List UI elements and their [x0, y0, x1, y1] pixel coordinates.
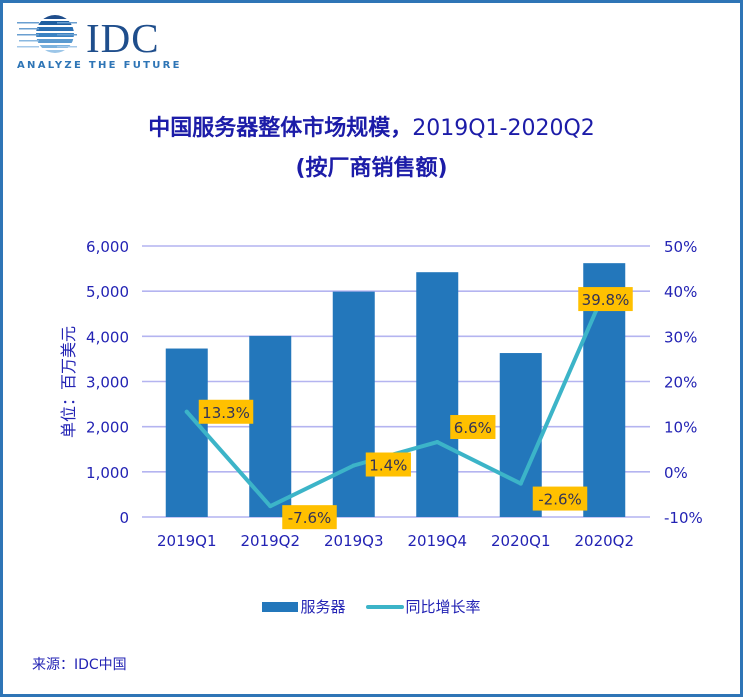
legend-line-swatch — [365, 604, 404, 609]
data-label: 39.8% — [582, 291, 630, 309]
data-label: 1.4% — [369, 457, 407, 475]
data-label: 6.6% — [454, 419, 492, 437]
y2-tick-label: -10% — [664, 509, 703, 527]
growth-point-2019Q3[interactable] — [351, 463, 356, 468]
chart-subtitle: (按厂商销售额) — [295, 156, 448, 181]
x-tick-label: 2019Q2 — [240, 532, 300, 550]
growth-point-2019Q2[interactable] — [268, 504, 273, 509]
data-label-bg — [282, 505, 337, 530]
data-label-bg — [578, 287, 633, 312]
idc-globe-icon — [17, 15, 77, 53]
data-label-bg — [365, 452, 411, 477]
y2-tick-label: 50% — [664, 238, 697, 256]
legend-item-servers[interactable]: 服务器 — [262, 596, 346, 617]
legend-bar-swatch — [262, 601, 299, 612]
legend-label-growth: 同比增长率 — [405, 598, 481, 616]
chart-title-cn: 中国服务器整体市场规模， — [148, 116, 413, 141]
y2-tick-label: 10% — [664, 419, 697, 437]
x-tick-label: 2020Q1 — [491, 532, 551, 550]
y-tick-label: 3,000 — [86, 374, 129, 392]
y2-tick-label: 40% — [664, 283, 697, 301]
left-axis-ticks: 0 1,000 2,000 3,000 4,000 5,000 6,000 — [86, 238, 129, 527]
legend-item-growth[interactable]: 同比增长率 — [365, 596, 481, 617]
y-tick-label: 2,000 — [86, 419, 129, 437]
y-tick-label: 4,000 — [86, 328, 129, 346]
data-label: -7.6% — [288, 509, 332, 527]
bar-2019Q4[interactable] — [416, 272, 459, 517]
data-labels: 13.3% -7.6% 1.4% 6.6% -2.6% 39.8% — [198, 287, 633, 530]
idc-logo-text: IDC — [86, 15, 160, 61]
legend: 服务器 同比增长率 — [0, 596, 743, 617]
x-axis-ticks: 2019Q1 2019Q2 2019Q3 2019Q4 2020Q1 2020Q2 — [157, 532, 634, 550]
y2-tick-label: 20% — [664, 374, 697, 392]
idc-tagline: ANALYZE THE FUTURE — [17, 60, 182, 71]
y-tick-label: 1,000 — [86, 464, 129, 482]
bar-2019Q2[interactable] — [249, 335, 292, 517]
bar-series — [165, 263, 626, 517]
data-label-bg — [450, 415, 496, 440]
chart-title: 中国服务器整体市场规模，2019Q1-2020Q2 — [0, 110, 743, 142]
growth-point-2019Q4[interactable] — [435, 440, 440, 445]
source-note: 来源：IDC中国 — [32, 657, 127, 673]
x-tick-label: 2019Q3 — [324, 532, 384, 550]
chart-title-period: 2019Q1-2020Q2 — [412, 116, 595, 141]
combo-chart: 13.3% -7.6% 1.4% 6.6% -2.6% 39.8% 0 1,000 2,000… — [59, 238, 703, 550]
data-label-bg — [198, 399, 254, 424]
growth-point-2020Q1[interactable] — [518, 481, 523, 486]
legend-label-servers: 服务器 — [300, 598, 346, 616]
y-tick-label: 0 — [119, 509, 129, 527]
data-label-bg — [532, 486, 588, 511]
bar-2019Q1[interactable] — [165, 348, 208, 517]
idc-logo: IDC ANALYZE THE FUTURE — [17, 14, 179, 76]
bar-2019Q3[interactable] — [332, 291, 375, 517]
y-axis-label: 单位：百万美元 — [59, 326, 78, 438]
data-label: 13.3% — [202, 404, 250, 422]
y-tick-label: 6,000 — [86, 238, 129, 256]
y-tick-label: 5,000 — [86, 283, 129, 301]
x-tick-label: 2019Q1 — [157, 532, 217, 550]
y2-tick-label: 30% — [664, 328, 697, 346]
x-tick-label: 2020Q2 — [574, 532, 634, 550]
data-label: -2.6% — [538, 491, 582, 509]
right-axis-ticks: -10% 0% 10% 20% 30% 40% 50% — [664, 238, 703, 527]
x-tick-label: 2019Q4 — [407, 532, 467, 550]
growth-point-2019Q1[interactable] — [184, 409, 189, 414]
y2-tick-label: 0% — [664, 464, 688, 482]
